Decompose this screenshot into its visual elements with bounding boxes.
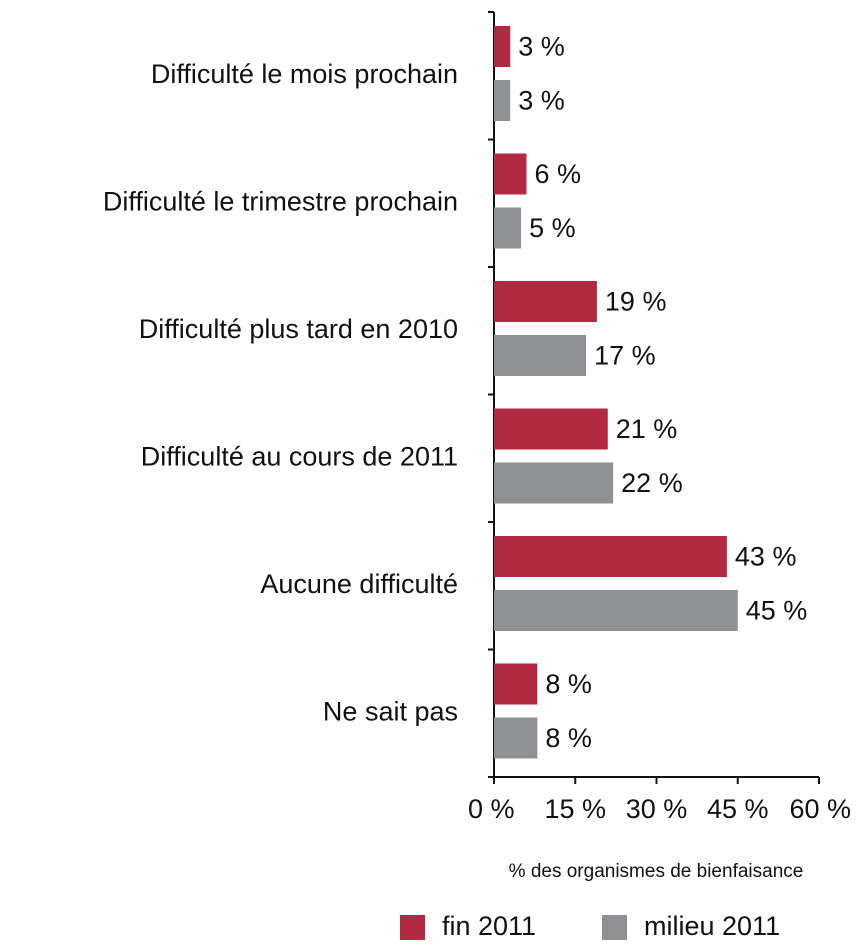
category-label: Difficulté le trimestre prochain [103,186,458,216]
bar [494,717,538,759]
x-axis-label: % des organismes de bienfaisance [509,861,804,882]
category-label: Difficulté le mois prochain [151,59,458,89]
bar [494,80,511,121]
legend-swatch [400,915,425,940]
bar [494,335,587,376]
bar [494,590,738,631]
bar [494,281,597,322]
x-tick-label: 45 % [707,794,769,824]
category-label: Difficulté plus tard en 2010 [139,314,458,344]
category-label: Aucune difficulté [260,569,458,599]
bar [494,408,608,450]
x-tick-label: 60 % [789,794,851,824]
legend-swatch [602,915,627,940]
value-label: 17 % [594,341,656,371]
bar [494,153,527,195]
value-label: 8 % [545,723,592,753]
category-label: Difficulté au cours de 2011 [141,441,458,471]
bar [494,663,538,705]
value-label: 8 % [545,669,592,699]
value-label: 3 % [518,32,565,62]
value-label: 45 % [746,596,808,626]
value-label: 3 % [518,86,565,116]
value-label: 19 % [605,287,667,317]
category-label: Ne sait pas [323,696,458,726]
legend-label: fin 2011 [442,911,536,941]
value-label: 21 % [616,414,678,444]
x-tick-label: 15 % [544,794,606,824]
bar [494,462,614,504]
bar [494,26,511,67]
bar [494,536,727,577]
value-label: 5 % [529,213,576,243]
x-tick-label: 0 % [468,794,515,824]
value-label: 6 % [535,159,582,189]
legend-label: milieu 2011 [644,911,780,941]
x-tick-label: 30 % [626,794,688,824]
value-label: 22 % [621,468,683,498]
value-label: 43 % [735,542,797,572]
bar [494,207,522,249]
